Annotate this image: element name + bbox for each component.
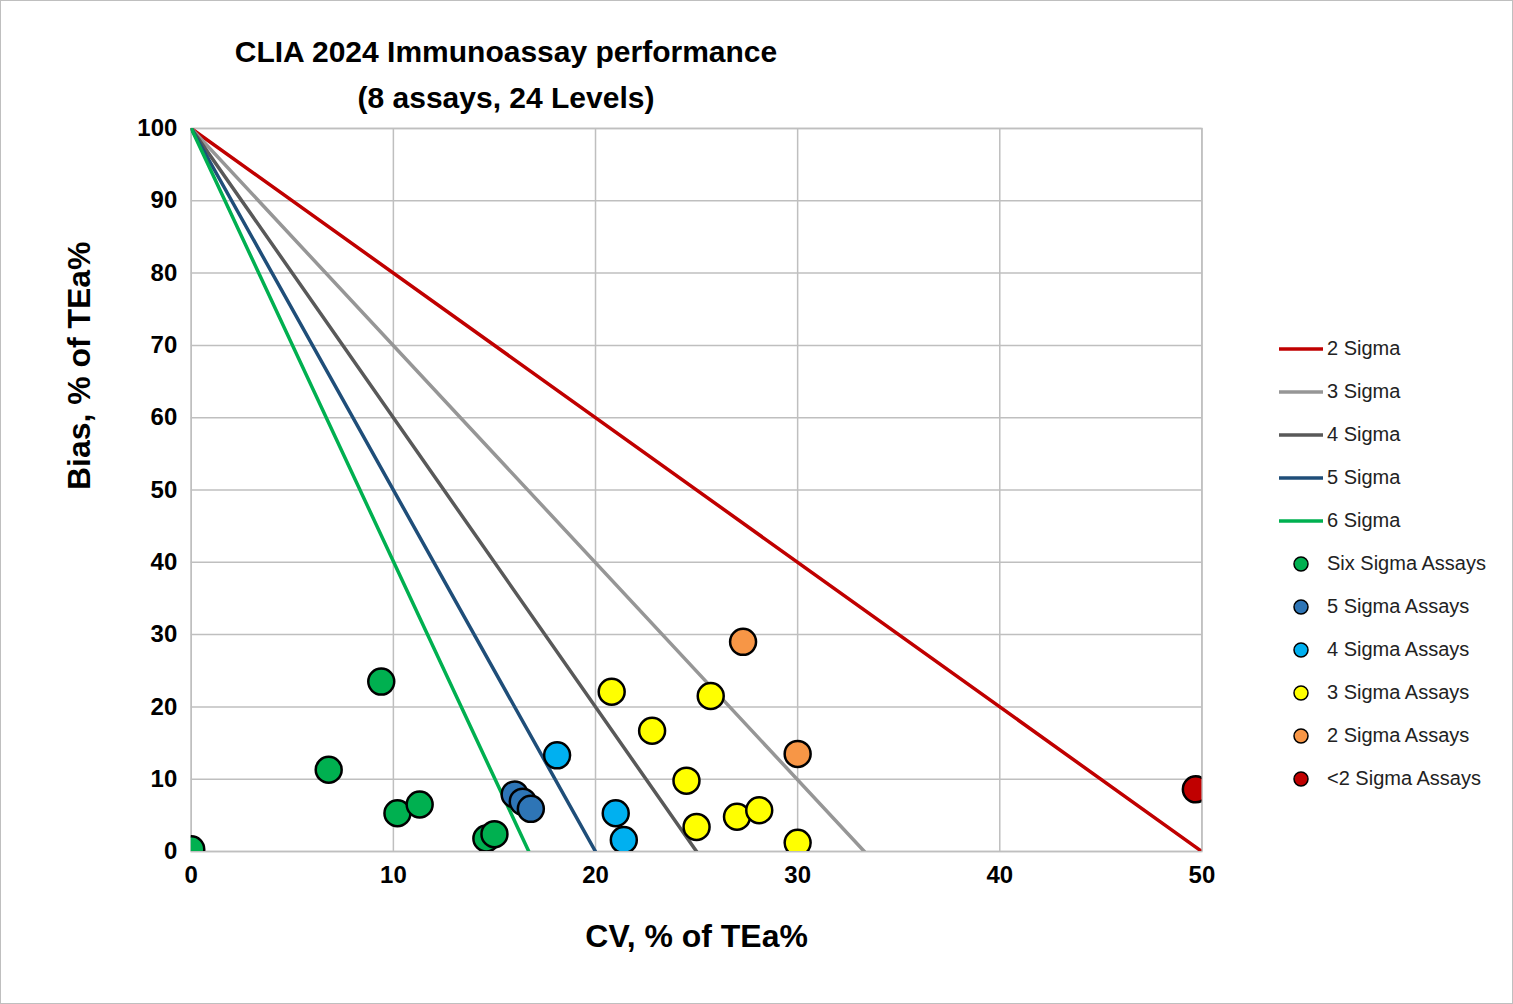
html-text:3 Sigma: 3 Sigma xyxy=(1327,380,1401,402)
svg-text:70: 70 xyxy=(151,331,178,358)
html-text:(8 assays, 24 Levels): (8 assays, 24 Levels) xyxy=(357,81,655,114)
svg-text:0: 0 xyxy=(185,861,198,888)
html-text:Six Sigma Assays: Six Sigma Assays xyxy=(1327,552,1486,574)
html-text:5 Sigma: 5 Sigma xyxy=(1327,466,1401,488)
svg-text:100: 100 xyxy=(137,114,177,141)
svg-text:50: 50 xyxy=(1189,861,1216,888)
html-text:2 Sigma: 2 Sigma xyxy=(1327,337,1401,359)
html-text:CLIA 2024 Immunoassay performa: CLIA 2024 Immunoassay performance xyxy=(234,35,778,68)
svg-text:10: 10 xyxy=(380,861,407,888)
html-text:3 Sigma Assays: 3 Sigma Assays xyxy=(1327,681,1470,703)
svg-text:Bias, % of TEa%: Bias, % of TEa% xyxy=(61,242,97,490)
svg-text:10: 10 xyxy=(151,765,178,792)
html-text:6 Sigma: 6 Sigma xyxy=(1327,509,1401,531)
svg-text:CV, % of TEa%: CV, % of TEa% xyxy=(585,918,807,954)
svg-text:20: 20 xyxy=(151,693,178,720)
svg-text:30: 30 xyxy=(151,620,178,647)
svg-text:40: 40 xyxy=(986,861,1013,888)
html-text:4 Sigma Assays: 4 Sigma Assays xyxy=(1327,638,1470,660)
svg-text:50: 50 xyxy=(151,476,178,503)
html-text:2 Sigma Assays: 2 Sigma Assays xyxy=(1327,724,1470,746)
html-text:4 Sigma: 4 Sigma xyxy=(1327,423,1401,445)
svg-text:30: 30 xyxy=(784,861,811,888)
svg-text:90: 90 xyxy=(151,186,178,213)
svg-text:60: 60 xyxy=(151,403,178,430)
svg-text:40: 40 xyxy=(151,548,178,575)
svg-text:20: 20 xyxy=(582,861,609,888)
svg-text:80: 80 xyxy=(151,259,178,286)
svg-text:0: 0 xyxy=(164,837,177,864)
html-text:<2 Sigma Assays: <2 Sigma Assays xyxy=(1327,767,1481,789)
html-text:5 Sigma Assays: 5 Sigma Assays xyxy=(1327,595,1470,617)
